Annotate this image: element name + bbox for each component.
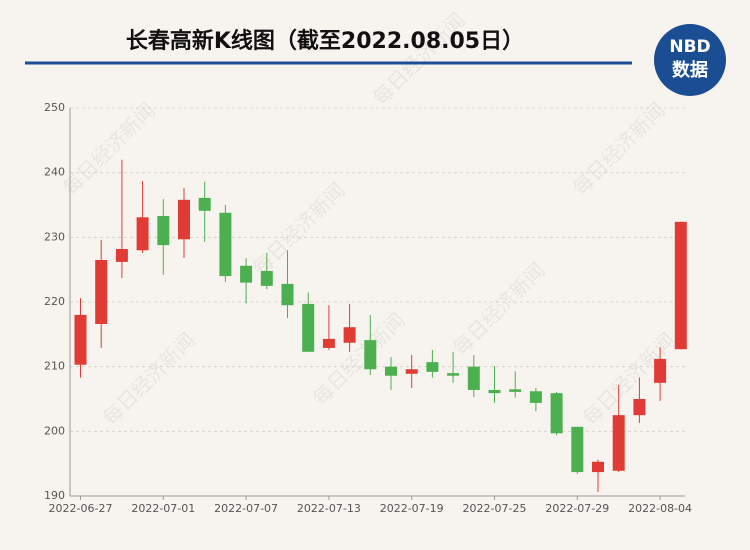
watermark: 每日经济新闻 [448, 258, 550, 360]
watermark: 每日经济新闻 [568, 98, 670, 200]
watermark: 每日经济新闻 [248, 178, 350, 280]
logo-bottom: 数据 [672, 59, 708, 81]
candle-body [364, 340, 377, 370]
candle-body [343, 327, 356, 343]
candle-body [550, 393, 563, 434]
candle-body [281, 283, 294, 306]
candle-body [488, 389, 501, 394]
watermark: 每日经济新闻 [98, 328, 200, 430]
x-tick-label: 2022-07-19 [380, 502, 444, 515]
candle-body [198, 197, 211, 211]
candle-body [633, 399, 646, 416]
candle-body [219, 212, 232, 277]
candle-body [592, 461, 604, 473]
candle-body [447, 373, 460, 376]
candle-body [74, 314, 87, 365]
y-tick-label: 190 [44, 489, 65, 502]
x-tick-label: 2022-07-29 [545, 502, 609, 515]
candle-body [612, 415, 625, 471]
y-tick-label: 230 [44, 230, 65, 243]
candle-body [178, 199, 190, 240]
candle-body [302, 303, 315, 352]
candle-body [136, 217, 149, 251]
candle-body [385, 366, 397, 376]
y-tick-label: 210 [44, 360, 65, 373]
x-tick-label: 2022-07-13 [297, 502, 361, 515]
candle-body [157, 215, 170, 246]
chart-title: 长春高新K线图（截至2022.08.05日） [126, 28, 524, 54]
watermark: 每日经济新闻 [308, 308, 410, 410]
x-tick-label: 2022-07-25 [463, 502, 527, 515]
logo-badge [654, 24, 726, 96]
y-tick-label: 200 [44, 424, 65, 437]
candle-body [95, 259, 108, 324]
x-tick-label: 2022-08-04 [628, 502, 692, 515]
x-tick-label: 2022-07-07 [214, 502, 278, 515]
logo-top: NBD [669, 37, 710, 57]
y-tick-label: 220 [44, 295, 65, 308]
watermark: 每日经济新闻 [58, 98, 160, 200]
y-tick-label: 250 [44, 101, 65, 114]
candle-body [405, 369, 418, 374]
candle-body [322, 338, 335, 348]
candle-body [674, 221, 687, 350]
candle-body [240, 265, 253, 283]
candle-body [571, 426, 584, 473]
y-tick-label: 240 [44, 166, 65, 179]
x-tick-label: 2022-06-27 [49, 502, 113, 515]
candle-body [426, 362, 439, 372]
x-tick-label: 2022-07-01 [131, 502, 195, 515]
candle-body [115, 248, 128, 262]
candle-body [467, 366, 480, 390]
candle-body [509, 389, 522, 392]
candle-body [654, 358, 667, 383]
candle-body [529, 391, 542, 403]
watermark: 每日经济新闻 [368, 8, 470, 110]
candle-body [260, 270, 273, 286]
